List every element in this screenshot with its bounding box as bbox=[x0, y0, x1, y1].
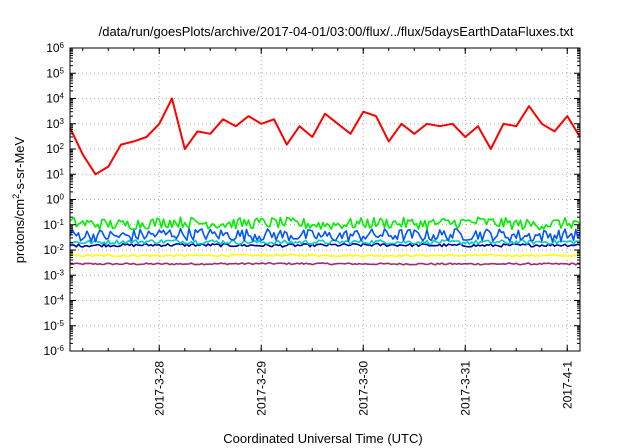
y-tick-label: 10-5 bbox=[44, 318, 65, 333]
y-tick-label-base: 10 bbox=[44, 319, 58, 333]
y-tick-label: 103 bbox=[46, 116, 64, 131]
series-line bbox=[69, 227, 581, 243]
y-tick-label-exponent: 4 bbox=[60, 91, 65, 100]
y-tick-label: 10-2 bbox=[44, 243, 65, 258]
x-axis-label: Coordinated Universal Time (UTC) bbox=[223, 431, 422, 446]
x-tick-label: 2017-3-29 bbox=[254, 361, 268, 416]
y-tick-label: 106 bbox=[46, 41, 64, 56]
y-tick-label-exponent: -5 bbox=[57, 318, 65, 327]
y-tick-label-exponent: -4 bbox=[57, 293, 65, 302]
series-line bbox=[69, 238, 581, 246]
y-tick-label-base: 10 bbox=[44, 218, 58, 232]
y-tick-label: 10-4 bbox=[44, 293, 65, 308]
y-tick-label-exponent: 0 bbox=[60, 192, 65, 201]
y-tick-label-base: 10 bbox=[46, 193, 60, 207]
x-tick-label: 2017-3-30 bbox=[356, 361, 370, 416]
y-axis-ticks: 10-610-510-410-310-210-11001011021031041… bbox=[44, 41, 580, 359]
series-line bbox=[69, 261, 581, 266]
y-axis-label: protons/cm2-s-sr-MeV bbox=[11, 136, 27, 263]
y-tick-label-exponent: -1 bbox=[57, 217, 65, 226]
series-line bbox=[69, 242, 581, 248]
y-tick-label: 101 bbox=[46, 167, 64, 182]
x-tick-label: 2017-3-31 bbox=[458, 361, 472, 416]
y-axis-label-units: -s-sr-MeV bbox=[12, 136, 27, 193]
y-tick-label-base: 10 bbox=[46, 92, 60, 106]
y-tick-label-base: 10 bbox=[46, 142, 60, 156]
x-axis-ticks: 2017-3-28 2017-3-29 2017-3-30 2017-3-31 2017… bbox=[82, 48, 574, 416]
series-line bbox=[69, 216, 581, 231]
y-axis-label-superscript: 2 bbox=[11, 194, 21, 199]
chart-title: /data/run/goesPlots/archive/2017-04-01/0… bbox=[99, 24, 574, 39]
y-tick-label-base: 10 bbox=[46, 117, 60, 131]
x-tick-label: 2017-4-1 bbox=[560, 361, 574, 409]
y-tick-label-exponent: -2 bbox=[57, 243, 65, 252]
y-tick-label-exponent: -6 bbox=[57, 344, 65, 353]
y-tick-label: 10-6 bbox=[44, 344, 65, 359]
series-line bbox=[69, 97, 581, 176]
series-group bbox=[69, 97, 581, 266]
y-tick-label-base: 10 bbox=[44, 243, 58, 257]
y-tick-label-exponent: 2 bbox=[60, 142, 65, 151]
y-tick-label-exponent: -3 bbox=[57, 268, 65, 277]
y-tick-label: 100 bbox=[46, 192, 64, 207]
y-tick-label: 102 bbox=[46, 142, 64, 157]
y-tick-label-base: 10 bbox=[46, 167, 60, 181]
x-tick-label: 2017-3-28 bbox=[152, 361, 166, 416]
y-tick-label-exponent: 5 bbox=[60, 66, 65, 75]
y-tick-label-base: 10 bbox=[44, 344, 58, 358]
series-line bbox=[69, 253, 580, 258]
y-axis-label-main: protons/cm bbox=[12, 199, 27, 263]
y-tick-label-base: 10 bbox=[46, 66, 60, 80]
y-tick-label-exponent: 3 bbox=[60, 116, 65, 125]
y-tick-label: 104 bbox=[46, 91, 64, 106]
y-tick-label-exponent: 6 bbox=[60, 41, 65, 50]
y-tick-label: 10-3 bbox=[44, 268, 65, 283]
y-tick-label-exponent: 1 bbox=[60, 167, 65, 176]
y-tick-label-base: 10 bbox=[46, 41, 60, 55]
y-tick-label: 105 bbox=[46, 66, 64, 81]
y-tick-label-base: 10 bbox=[44, 294, 58, 308]
y-tick-label: 10-1 bbox=[44, 217, 65, 232]
y-tick-label-base: 10 bbox=[44, 268, 58, 282]
